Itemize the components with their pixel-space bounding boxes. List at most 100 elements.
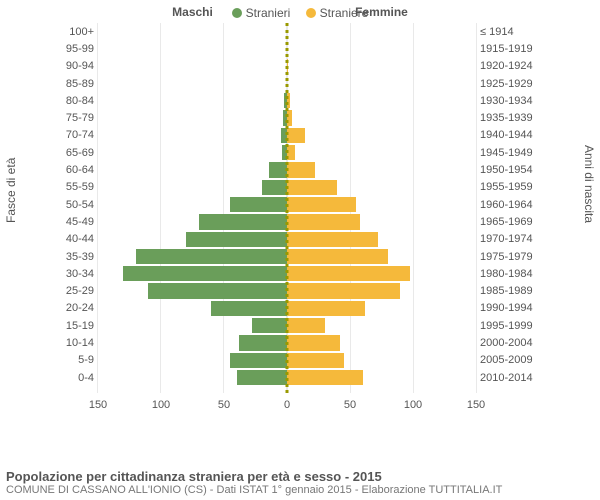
bar-male bbox=[123, 266, 287, 281]
birth-label: 1990-1994 bbox=[476, 302, 536, 314]
table-row: 25-29 1985-1989 bbox=[54, 282, 536, 299]
bar-female bbox=[287, 370, 363, 385]
birth-label: ≤ 1914 bbox=[476, 26, 536, 38]
footer: Popolazione per cittadinanza straniera p… bbox=[6, 469, 594, 496]
table-row: 65-69 1945-1949 bbox=[54, 144, 536, 161]
bar-male-container bbox=[98, 352, 287, 369]
table-row: 10-14 2000-2004 bbox=[54, 334, 536, 351]
bar-female-container bbox=[287, 213, 476, 230]
age-label: 70-74 bbox=[54, 129, 98, 141]
age-label: 85-89 bbox=[54, 78, 98, 90]
bar-male bbox=[199, 214, 287, 229]
table-row: 85-89 1925-1929 bbox=[54, 75, 536, 92]
bar-female-container bbox=[287, 161, 476, 178]
bar-female-container bbox=[287, 109, 476, 126]
bar-female-container bbox=[287, 196, 476, 213]
bar-male-container bbox=[98, 58, 287, 75]
title-male: Maschi bbox=[98, 5, 287, 19]
birth-label: 1995-1999 bbox=[476, 320, 536, 332]
bar-male bbox=[211, 301, 287, 316]
bar-male-container bbox=[98, 334, 287, 351]
age-label: 60-64 bbox=[54, 164, 98, 176]
plot: Maschi Femmine 100+≤ 191495-991915-19199… bbox=[54, 23, 536, 393]
bar-female bbox=[287, 162, 315, 177]
bar-male-container bbox=[98, 317, 287, 334]
birth-label: 1925-1929 bbox=[476, 78, 536, 90]
bar-female-container bbox=[287, 75, 476, 92]
bar-female-container bbox=[287, 369, 476, 386]
bar-male-container bbox=[98, 109, 287, 126]
bar-male-container bbox=[98, 248, 287, 265]
table-row: 0-42010-2014 bbox=[54, 369, 536, 386]
table-row: 5-92005-2009 bbox=[54, 352, 536, 369]
footer-subtitle: COMUNE DI CASSANO ALL'IONIO (CS) - Dati … bbox=[6, 484, 594, 496]
bar-female bbox=[287, 214, 360, 229]
table-row: 50-541960-1964 bbox=[54, 196, 536, 213]
birth-label: 1920-1924 bbox=[476, 60, 536, 72]
age-label: 65-69 bbox=[54, 147, 98, 159]
x-tick: 150 bbox=[89, 399, 107, 411]
bar-male-container bbox=[98, 282, 287, 299]
chart-area: Fasce di età Anni di nascita Maschi Femm… bbox=[0, 23, 600, 423]
bar-female bbox=[287, 266, 410, 281]
bar-male-container bbox=[98, 300, 287, 317]
birth-label: 1985-1989 bbox=[476, 285, 536, 297]
age-label: 40-44 bbox=[54, 233, 98, 245]
center-line bbox=[286, 23, 289, 393]
age-label: 45-49 bbox=[54, 216, 98, 228]
table-row: 60-641950-1954 bbox=[54, 161, 536, 178]
x-tick: 100 bbox=[152, 399, 170, 411]
bar-female-container bbox=[287, 179, 476, 196]
bar-female-container bbox=[287, 231, 476, 248]
age-label: 80-84 bbox=[54, 95, 98, 107]
birth-label: 2000-2004 bbox=[476, 337, 536, 349]
side-titles: Maschi Femmine bbox=[98, 5, 476, 19]
bar-male bbox=[262, 180, 287, 195]
bar-female bbox=[287, 283, 400, 298]
age-label: 75-79 bbox=[54, 112, 98, 124]
age-label: 25-29 bbox=[54, 285, 98, 297]
bar-female-container bbox=[287, 334, 476, 351]
bar-male-container bbox=[98, 40, 287, 57]
bar-female-container bbox=[287, 282, 476, 299]
chart-container: Stranieri Straniere Fasce di età Anni di… bbox=[0, 0, 600, 500]
birth-label: 2010-2014 bbox=[476, 372, 536, 384]
bar-male-container bbox=[98, 196, 287, 213]
age-label: 35-39 bbox=[54, 251, 98, 263]
birth-label: 1965-1969 bbox=[476, 216, 536, 228]
birth-label: 1975-1979 bbox=[476, 251, 536, 263]
footer-title: Popolazione per cittadinanza straniera p… bbox=[6, 469, 594, 484]
bar-female-container bbox=[287, 23, 476, 40]
age-label: 10-14 bbox=[54, 337, 98, 349]
table-row: 55-59 1955-1959 bbox=[54, 179, 536, 196]
age-label: 15-19 bbox=[54, 320, 98, 332]
bar-female bbox=[287, 180, 337, 195]
table-row: 80-841930-1934 bbox=[54, 92, 536, 109]
bar-female-container bbox=[287, 300, 476, 317]
title-female: Femmine bbox=[287, 5, 476, 19]
bar-female-container bbox=[287, 144, 476, 161]
rows: 100+ ≤ 1914 95-991915-1919 90-94 1920-1924 85… bbox=[54, 23, 536, 393]
table-row: 90-94 1920-1924 bbox=[54, 58, 536, 75]
birth-label: 1940-1944 bbox=[476, 129, 536, 141]
age-label: 100+ bbox=[54, 26, 98, 38]
birth-label: 1945-1949 bbox=[476, 147, 536, 159]
bar-female bbox=[287, 335, 340, 350]
bar-female-container bbox=[287, 317, 476, 334]
bar-male-container bbox=[98, 231, 287, 248]
birth-label: 1955-1959 bbox=[476, 181, 536, 193]
bar-male bbox=[230, 353, 287, 368]
bar-female bbox=[287, 232, 378, 247]
bar-male bbox=[148, 283, 287, 298]
age-label: 90-94 bbox=[54, 60, 98, 72]
age-label: 30-34 bbox=[54, 268, 98, 280]
bar-female-container bbox=[287, 127, 476, 144]
table-row: 95-991915-1919 bbox=[54, 40, 536, 57]
bar-female bbox=[287, 197, 356, 212]
bar-female bbox=[287, 301, 365, 316]
table-row: 20-241990-1994 bbox=[54, 300, 536, 317]
age-label: 5-9 bbox=[54, 354, 98, 366]
birth-label: 1980-1984 bbox=[476, 268, 536, 280]
birth-label: 1970-1974 bbox=[476, 233, 536, 245]
age-label: 55-59 bbox=[54, 181, 98, 193]
